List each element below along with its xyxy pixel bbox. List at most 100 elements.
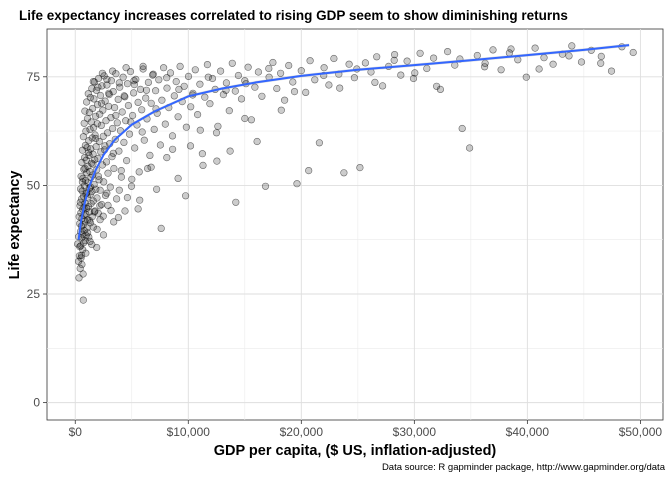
data-point: [130, 89, 138, 97]
data-point: [361, 59, 370, 67]
data-point: [156, 141, 164, 149]
data-point: [91, 112, 100, 120]
data-point: [101, 97, 109, 105]
data-point: [152, 87, 160, 95]
data-point: [423, 64, 431, 73]
data-point: [109, 87, 117, 96]
data-point: [350, 74, 359, 82]
data-point: [597, 59, 605, 67]
data-point: [430, 54, 438, 62]
data-point: [96, 186, 104, 194]
data-point: [90, 95, 98, 103]
data-point: [163, 154, 171, 162]
data-point: [99, 231, 108, 239]
x-tick-label: $0: [69, 425, 83, 439]
data-point: [237, 95, 246, 103]
x-tick-label: $20,000: [280, 425, 324, 439]
data-point: [124, 101, 132, 110]
data-point: [153, 185, 161, 193]
data-point: [174, 174, 182, 182]
data-point: [97, 121, 105, 129]
data-point: [201, 93, 209, 101]
data-point: [269, 58, 277, 67]
data-point: [163, 74, 171, 82]
data-point: [522, 73, 530, 81]
data-point: [115, 186, 123, 194]
data-point: [121, 207, 129, 215]
data-point: [168, 132, 177, 140]
data-point: [130, 77, 138, 85]
data-point: [115, 79, 123, 87]
data-point: [285, 61, 293, 70]
data-point: [444, 47, 452, 56]
data-point: [231, 87, 239, 95]
data-point: [76, 264, 84, 273]
data-point: [330, 54, 338, 63]
data-point: [187, 103, 195, 111]
data-point: [565, 52, 573, 60]
data-point: [163, 84, 171, 92]
data-point: [225, 107, 233, 115]
data-point: [473, 51, 481, 60]
data-point: [261, 182, 270, 190]
data-point: [157, 224, 165, 232]
data-point: [135, 168, 143, 176]
data-point: [142, 94, 150, 102]
data-point: [199, 161, 207, 169]
data-point: [175, 85, 183, 93]
data-point: [277, 69, 285, 77]
data-point: [114, 213, 122, 222]
data-point: [306, 57, 314, 65]
data-point: [466, 144, 474, 152]
data-point: [150, 125, 158, 133]
data-point: [89, 223, 97, 231]
data-point: [117, 173, 125, 181]
data-point: [208, 74, 217, 83]
data-point: [320, 64, 328, 72]
data-point: [89, 150, 97, 158]
y-tick-label: 0: [33, 396, 40, 410]
data-point: [123, 80, 132, 88]
data-point: [84, 148, 93, 156]
data-point: [78, 178, 86, 186]
data-point: [222, 79, 230, 87]
data-point: [411, 69, 419, 77]
data-point: [100, 178, 108, 186]
data-point: [540, 54, 548, 62]
data-point: [273, 84, 281, 93]
y-tick-label: 75: [27, 70, 41, 84]
data-point: [77, 251, 86, 259]
data-point: [531, 44, 539, 52]
data-point: [373, 53, 381, 61]
data-point: [336, 84, 344, 92]
data-point: [244, 63, 252, 71]
data-point: [176, 62, 184, 71]
y-axis-ticks: 0 25 50 75: [27, 70, 47, 410]
data-point: [182, 192, 190, 200]
data-point: [607, 67, 616, 75]
data-point: [161, 120, 169, 128]
data-point: [109, 149, 117, 157]
data-point: [94, 83, 102, 91]
data-point: [101, 142, 109, 150]
data-point: [166, 69, 175, 77]
data-point: [102, 158, 111, 166]
data-point: [204, 73, 212, 81]
data-point: [345, 60, 353, 68]
data-point: [391, 50, 399, 59]
data-point: [138, 128, 146, 136]
data-point: [241, 114, 249, 123]
data-point: [139, 65, 147, 73]
data-point: [568, 42, 576, 50]
data-point: [103, 81, 111, 89]
data-point: [88, 104, 97, 113]
data-point: [134, 205, 142, 213]
data-point: [203, 60, 211, 69]
data-point: [87, 145, 95, 153]
data-point: [234, 71, 242, 80]
data-point: [89, 77, 97, 86]
data-point: [196, 126, 204, 134]
data-point: [103, 129, 112, 137]
data-point: [311, 76, 319, 84]
